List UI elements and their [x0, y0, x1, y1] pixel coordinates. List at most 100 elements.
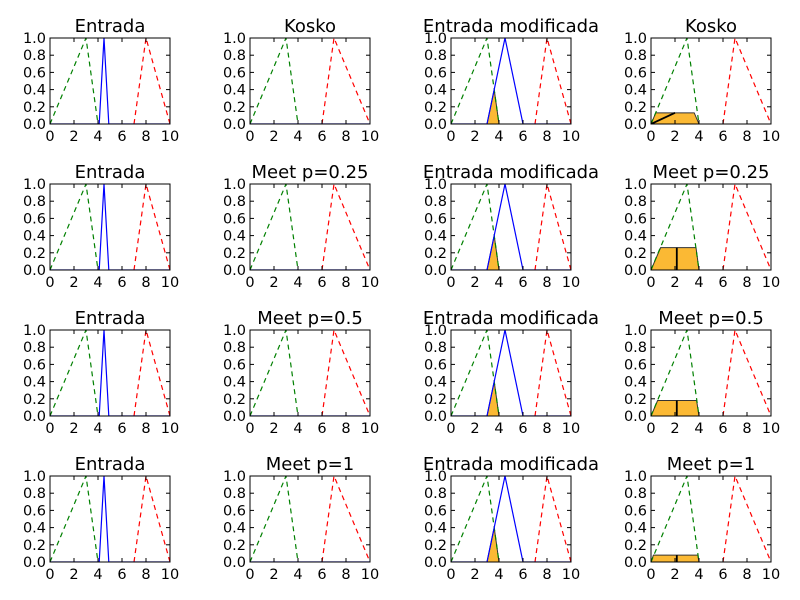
x-tick-label: 6: [317, 421, 326, 437]
x-tick-label: 6: [718, 275, 727, 291]
series-line-1: [50, 184, 99, 270]
subplot-title: Entrada: [75, 308, 146, 329]
subplot-1: 0 2 4 6 8 10 0.00.20.4 0.60.81.0 Entrada: [23, 16, 179, 145]
y-tick-label: 0.8: [223, 194, 246, 210]
y-tick-label: 0.4: [223, 375, 246, 391]
y-tick-label: 1.0: [23, 31, 46, 47]
axes-frame: [650, 37, 772, 125]
axes-frame: [249, 37, 371, 125]
series-line-1: [651, 330, 700, 416]
x-tick-label: 8: [141, 129, 150, 145]
x-tick-label: 10: [762, 421, 780, 437]
y-tick-label: 0.6: [624, 503, 647, 519]
x-tick-label: 4: [93, 567, 102, 583]
axes-frame: [249, 329, 371, 417]
y-tick-label: 0.8: [624, 48, 647, 64]
x-tick-label: 8: [341, 421, 350, 437]
y-tick-label: 0.2: [23, 538, 46, 554]
x-tick-label: 10: [762, 129, 780, 145]
subplot-title: Entrada modificada: [423, 308, 599, 329]
subplot-title: Kosko: [685, 16, 737, 37]
series-line-2: [534, 330, 571, 416]
x-tick-label: 10: [361, 421, 379, 437]
subplot-title: Meet p=1: [266, 454, 354, 475]
x-tick-label: 0: [446, 275, 455, 291]
subplot-title: Entrada modificada: [423, 162, 599, 183]
y-tick-label: 0.8: [624, 340, 647, 356]
x-tick-label: 4: [293, 129, 302, 145]
y-tick-label: 0.8: [424, 486, 447, 502]
y-tick-label: 0.0: [23, 263, 46, 279]
series-line-2: [321, 330, 370, 416]
axes-frame: [450, 183, 572, 271]
y-tick-label: 0.4: [424, 375, 447, 391]
y-tick-label: 0.0: [23, 117, 46, 133]
x-tick-label: 10: [361, 275, 379, 291]
subplot-5: 0 2 4 6 8 10 0.00.20.4 0.60.81.0 Entrada: [23, 162, 179, 291]
x-tick-label: 4: [694, 421, 703, 437]
subplot-12: 0 2 4 6 8 10 0.00.20.4 0.60.81.0 Meet p=0.5: [624, 308, 780, 437]
series-line-1: [651, 184, 700, 270]
series-line-1: [451, 184, 500, 270]
x-tick-label: 0: [446, 567, 455, 583]
y-tick-label: 0.4: [223, 521, 246, 537]
y-tick-label: 0.8: [624, 194, 647, 210]
subplot-10: 0 2 4 6 8 10 0.00.20.4 0.60.81.0 Meet p=0.5: [223, 308, 379, 437]
series-line-2: [534, 184, 571, 270]
x-tick-label: 6: [117, 567, 126, 583]
subplot-title: Entrada: [75, 162, 146, 183]
y-tick-label: 0.0: [624, 409, 647, 425]
x-tick-label: 4: [694, 129, 703, 145]
y-tick-label: 0.6: [223, 211, 246, 227]
subplot-16: 0 2 4 6 8 10 0.00.20.4 0.60.81.0 Meet p=1: [624, 454, 780, 583]
x-tick-label: 0: [45, 421, 54, 437]
y-tick-label: 0.0: [223, 555, 246, 571]
subplot-title: Meet p=0.25: [251, 162, 368, 183]
y-tick-label: 0.8: [424, 48, 447, 64]
x-tick-label: 2: [69, 275, 78, 291]
y-tick-label: 0.4: [223, 229, 246, 245]
y-tick-label: 0.2: [23, 100, 46, 116]
x-tick-label: 4: [93, 421, 102, 437]
y-tick-label: 1.0: [23, 323, 46, 339]
y-tick-label: 0.8: [23, 340, 46, 356]
y-tick-label: 0.6: [223, 65, 246, 81]
x-tick-label: 8: [542, 567, 551, 583]
y-tick-label: 1.0: [424, 31, 447, 47]
y-tick-label: 0.2: [424, 100, 447, 116]
series-line-2: [321, 184, 370, 270]
x-tick-label: 2: [670, 421, 679, 437]
x-tick-label: 6: [518, 129, 527, 145]
series-line-1: [651, 476, 700, 562]
axes-frame: [650, 475, 772, 563]
y-tick-label: 0.8: [424, 194, 447, 210]
y-tick-label: 0.2: [23, 246, 46, 262]
series-line-3: [651, 112, 676, 124]
y-tick-label: 1.0: [424, 323, 447, 339]
axes-frame: [49, 329, 171, 417]
x-tick-label: 4: [694, 567, 703, 583]
y-tick-label: 0.2: [624, 392, 647, 408]
subplot-2: 0 2 4 6 8 10 0.00.20.4 0.60.81.0 Kosko: [223, 16, 379, 145]
x-tick-label: 10: [361, 129, 379, 145]
series-line-2: [722, 38, 771, 124]
x-tick-label: 2: [670, 275, 679, 291]
series-line-2: [722, 330, 771, 416]
subplot-14: 0 2 4 6 8 10 0.00.20.4 0.60.81.0 Meet p=1: [223, 454, 379, 583]
y-tick-label: 1.0: [23, 469, 46, 485]
x-tick-label: 0: [245, 421, 254, 437]
y-tick-label: 0.4: [424, 83, 447, 99]
y-tick-label: 0.6: [624, 357, 647, 373]
subplot-9: 0 2 4 6 8 10 0.00.20.4 0.60.81.0 Entrada: [23, 308, 179, 437]
x-tick-label: 4: [293, 275, 302, 291]
x-tick-label: 6: [718, 129, 727, 145]
series-line-2: [133, 476, 170, 562]
y-tick-label: 0.0: [624, 263, 647, 279]
x-tick-label: 8: [341, 129, 350, 145]
axes-frame: [49, 475, 171, 563]
x-tick-label: 10: [161, 275, 179, 291]
x-tick-label: 0: [45, 129, 54, 145]
y-tick-label: 0.6: [23, 503, 46, 519]
y-tick-label: 1.0: [424, 177, 447, 193]
